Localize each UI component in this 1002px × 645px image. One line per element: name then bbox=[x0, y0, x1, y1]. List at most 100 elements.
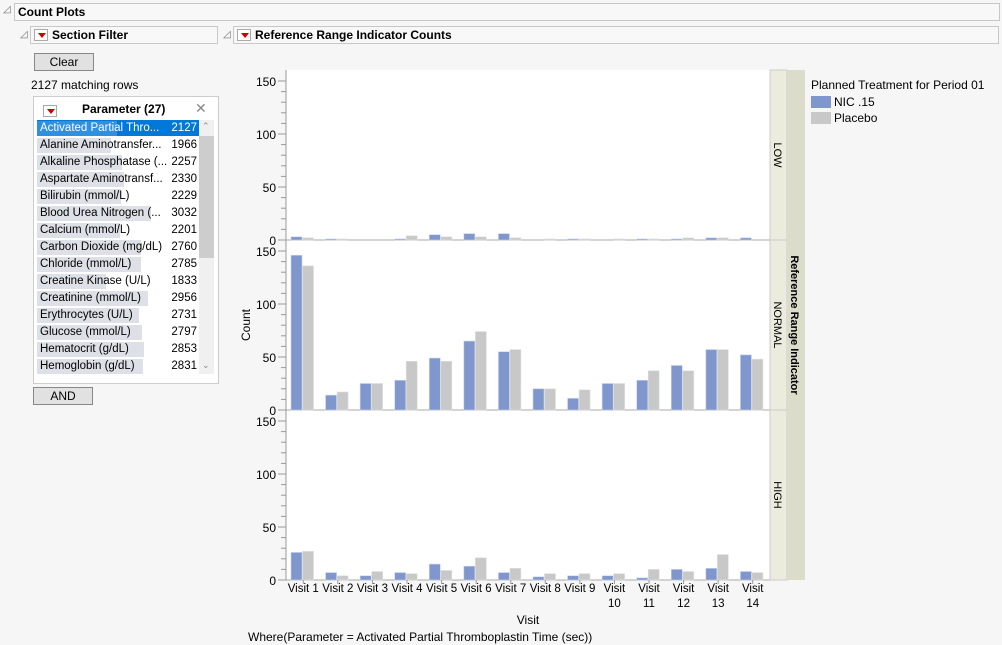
x-tick-label: Visit 5 bbox=[426, 583, 457, 595]
item-label: Blood Urea Nitrogen (... bbox=[40, 207, 161, 219]
filter-list-item[interactable]: Hematocrit (g/dL) 2853 bbox=[37, 341, 199, 357]
bar-nic15 bbox=[670, 569, 683, 581]
filter-list-item[interactable]: Hemoglobin (g/dL) 2831 bbox=[37, 358, 199, 374]
item-label: Bilirubin (mmol/L) bbox=[40, 190, 130, 202]
filter-list-item[interactable]: Glucose (mmol/L) 2797 bbox=[37, 324, 199, 340]
y-tick-label: 0 bbox=[269, 404, 276, 418]
bar-placebo bbox=[405, 573, 418, 581]
bar-nic15 bbox=[394, 572, 407, 581]
y-tick-label: 50 bbox=[263, 521, 277, 535]
collapse-icon[interactable]: ◿ bbox=[223, 29, 231, 40]
legend-label-nic: NIC .15 bbox=[834, 95, 875, 109]
count-plots-header[interactable]: Count Plots bbox=[14, 3, 1000, 21]
bar-placebo bbox=[682, 237, 695, 241]
close-icon[interactable]: ✕ bbox=[195, 100, 207, 116]
x-tick-label: Visit 4 bbox=[391, 583, 423, 595]
x-tick-label: Visit 7 bbox=[495, 583, 526, 595]
legend-title: Planned Treatment for Period 01 bbox=[811, 78, 985, 92]
x-tick-label: 13 bbox=[712, 598, 725, 610]
bar-placebo bbox=[682, 370, 695, 411]
bar-placebo bbox=[336, 575, 349, 581]
count-bar bbox=[37, 325, 142, 340]
report-title: Reference Range Indicator Counts bbox=[255, 28, 452, 42]
and-button[interactable]: AND bbox=[33, 387, 93, 405]
y-tick-label: 50 bbox=[263, 181, 277, 195]
scroll-down-icon[interactable]: ⌄ bbox=[202, 360, 210, 370]
x-tick-label: Visit 3 bbox=[357, 583, 388, 595]
item-label: Creatine Kinase (U/L) bbox=[40, 275, 151, 287]
filter-list-item[interactable]: Alkaline Phosphatase (... 2257 bbox=[37, 154, 199, 170]
bar-nic15 bbox=[670, 238, 683, 241]
x-axis-label: Visit bbox=[517, 613, 540, 627]
count-bar bbox=[37, 223, 120, 238]
red-triangle-menu-icon[interactable] bbox=[237, 28, 251, 41]
item-label: Chloride (mmol/L) bbox=[40, 258, 132, 270]
count-bar bbox=[37, 359, 143, 374]
bar-nic15 bbox=[394, 238, 407, 241]
item-count: 2797 bbox=[171, 326, 197, 338]
bar-nic15 bbox=[325, 394, 337, 411]
bar-placebo bbox=[544, 573, 556, 581]
report-header[interactable]: Reference Range Indicator Counts bbox=[233, 26, 999, 44]
bar-placebo bbox=[302, 551, 314, 581]
filter-list-item[interactable]: Alanine Aminotransfer... 1966 bbox=[37, 137, 199, 153]
facet-label: NORMAL bbox=[771, 301, 783, 348]
filter-list-item[interactable]: Bilirubin (mmol/L) 2229 bbox=[37, 188, 199, 204]
x-tick-label: Visit bbox=[742, 583, 764, 595]
filter-list-item[interactable]: Chloride (mmol/L) 2785 bbox=[37, 256, 199, 272]
plot-background bbox=[286, 70, 770, 580]
x-tick-label: 10 bbox=[608, 598, 621, 610]
count-bar bbox=[37, 206, 151, 221]
filter-list-item[interactable]: Creatinine (mmol/L) 2956 bbox=[37, 290, 199, 306]
count-bar bbox=[37, 342, 144, 357]
count-bar bbox=[37, 274, 106, 289]
bar-placebo bbox=[717, 237, 729, 241]
scrollbar[interactable]: ⌃ ⌄ bbox=[199, 120, 214, 374]
scrollbar-thumb[interactable] bbox=[199, 136, 214, 258]
count-bar bbox=[37, 121, 117, 136]
bar-placebo bbox=[336, 391, 349, 411]
clear-button[interactable]: Clear bbox=[34, 53, 94, 71]
bar-placebo bbox=[509, 349, 522, 411]
item-count: 1833 bbox=[171, 275, 197, 287]
bar-nic15 bbox=[567, 238, 579, 241]
filter-list-item[interactable]: Carbon Dioxide (mg/dL) 2760 bbox=[37, 239, 199, 255]
filter-list-item[interactable]: Blood Urea Nitrogen (... 3032 bbox=[37, 205, 199, 221]
bar-placebo bbox=[405, 235, 418, 241]
count-bar bbox=[37, 155, 122, 170]
bar-placebo bbox=[717, 349, 729, 411]
item-label: Alanine Aminotransfer... bbox=[40, 139, 162, 151]
y-tick-label: 0 bbox=[269, 234, 276, 248]
red-triangle-menu-icon[interactable] bbox=[34, 28, 48, 41]
scroll-up-icon[interactable]: ⌃ bbox=[202, 121, 210, 131]
red-triangle-menu-icon[interactable] bbox=[43, 104, 57, 117]
legend-label-placebo: Placebo bbox=[834, 111, 878, 125]
bar-nic15 bbox=[740, 237, 752, 241]
bar-nic15 bbox=[325, 238, 337, 241]
bar-nic15 bbox=[670, 365, 683, 411]
facet-label: HIGH bbox=[771, 481, 783, 509]
bar-placebo bbox=[613, 573, 625, 581]
bar-nic15 bbox=[567, 398, 579, 411]
bar-nic15 bbox=[428, 563, 441, 581]
filter-list-item[interactable]: Creatine Kinase (U/L) 1833 bbox=[37, 273, 199, 289]
collapse-icon[interactable]: ◿ bbox=[3, 4, 11, 15]
filter-list-item[interactable]: Calcium (mmol/L) 2201 bbox=[37, 222, 199, 238]
bar-nic15 bbox=[740, 354, 752, 411]
filter-list-item[interactable]: Activated Partial Thro... 2127 bbox=[37, 120, 199, 136]
item-count: 2956 bbox=[171, 292, 197, 304]
collapse-icon[interactable]: ◿ bbox=[20, 29, 28, 40]
count-bar bbox=[37, 308, 139, 323]
bar-placebo bbox=[302, 237, 314, 241]
filter-list-item[interactable]: Erythrocytes (U/L) 2731 bbox=[37, 307, 199, 323]
x-tick-label: Visit bbox=[638, 583, 660, 595]
item-label: Hemoglobin (g/dL) bbox=[40, 360, 135, 372]
count-bar bbox=[37, 291, 148, 306]
bar-placebo bbox=[440, 360, 453, 411]
filter-list-item[interactable]: Aspartate Aminotransf... 2330 bbox=[37, 171, 199, 187]
bar-placebo bbox=[405, 360, 418, 411]
section-filter-header[interactable]: Section Filter bbox=[30, 26, 218, 44]
bar-nic15 bbox=[463, 565, 476, 581]
bar-placebo bbox=[613, 238, 625, 241]
bar-placebo bbox=[475, 557, 487, 581]
